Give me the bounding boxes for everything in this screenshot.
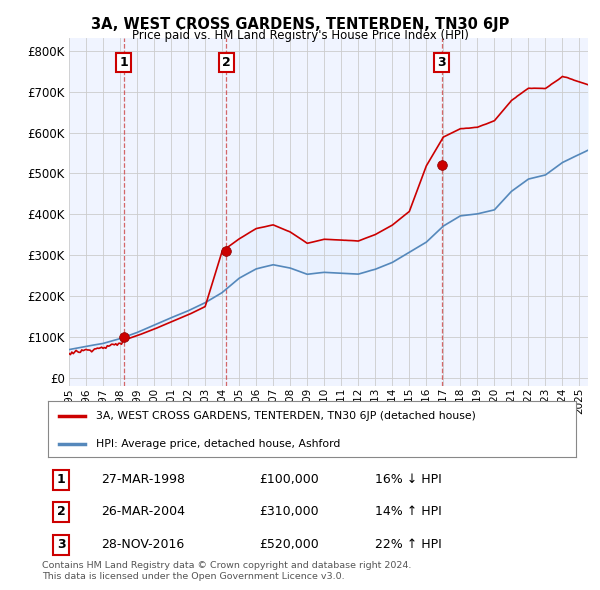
Text: 14% ↑ HPI: 14% ↑ HPI bbox=[376, 505, 442, 518]
Text: HPI: Average price, detached house, Ashford: HPI: Average price, detached house, Ashf… bbox=[95, 440, 340, 450]
Text: 3: 3 bbox=[437, 56, 446, 69]
Text: 16% ↓ HPI: 16% ↓ HPI bbox=[376, 473, 442, 486]
Text: 2: 2 bbox=[221, 56, 230, 69]
Text: 22% ↑ HPI: 22% ↑ HPI bbox=[376, 539, 442, 552]
Text: 28-NOV-2016: 28-NOV-2016 bbox=[101, 539, 184, 552]
Text: 27-MAR-1998: 27-MAR-1998 bbox=[101, 473, 185, 486]
Text: 1: 1 bbox=[57, 473, 65, 486]
Text: 3: 3 bbox=[57, 539, 65, 552]
Text: £100,000: £100,000 bbox=[259, 473, 319, 486]
Text: 3A, WEST CROSS GARDENS, TENTERDEN, TN30 6JP (detached house): 3A, WEST CROSS GARDENS, TENTERDEN, TN30 … bbox=[95, 411, 475, 421]
Text: Price paid vs. HM Land Registry's House Price Index (HPI): Price paid vs. HM Land Registry's House … bbox=[131, 30, 469, 42]
Text: 3A, WEST CROSS GARDENS, TENTERDEN, TN30 6JP: 3A, WEST CROSS GARDENS, TENTERDEN, TN30 … bbox=[91, 17, 509, 31]
Text: £520,000: £520,000 bbox=[259, 539, 319, 552]
Text: 26-MAR-2004: 26-MAR-2004 bbox=[101, 505, 185, 518]
Text: Contains HM Land Registry data © Crown copyright and database right 2024.: Contains HM Land Registry data © Crown c… bbox=[42, 560, 412, 569]
Text: £310,000: £310,000 bbox=[259, 505, 319, 518]
Text: 1: 1 bbox=[119, 56, 128, 69]
Text: This data is licensed under the Open Government Licence v3.0.: This data is licensed under the Open Gov… bbox=[42, 572, 344, 581]
Text: 2: 2 bbox=[57, 505, 65, 518]
